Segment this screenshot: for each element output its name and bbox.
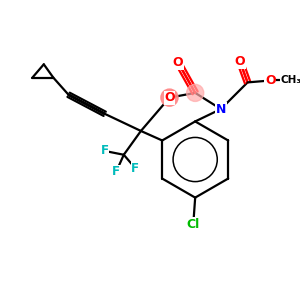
Text: O: O	[173, 56, 183, 69]
Text: O: O	[235, 55, 245, 68]
Text: Cl: Cl	[187, 218, 200, 231]
Text: F: F	[101, 145, 109, 158]
Text: O: O	[265, 74, 276, 87]
Text: F: F	[112, 165, 120, 178]
Text: CH₃: CH₃	[281, 76, 300, 85]
Circle shape	[187, 84, 204, 101]
Text: O: O	[164, 91, 175, 104]
Circle shape	[161, 89, 178, 106]
Text: F: F	[131, 162, 139, 175]
Text: N: N	[216, 103, 226, 116]
